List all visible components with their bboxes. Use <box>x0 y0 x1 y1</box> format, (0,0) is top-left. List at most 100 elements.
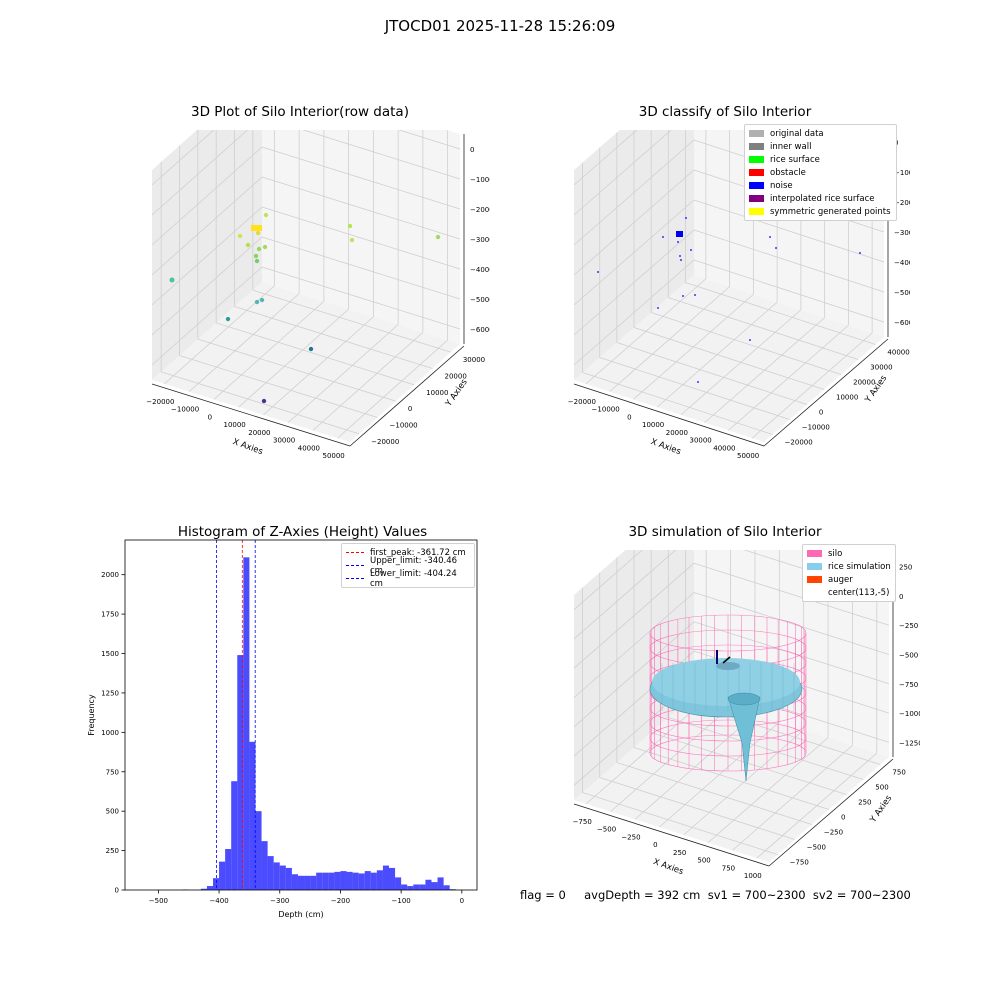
data-point <box>255 230 261 236</box>
noise-point <box>859 252 861 254</box>
legend-label: auger <box>828 574 853 585</box>
gridline-z <box>693 562 890 626</box>
noise-point <box>775 247 777 249</box>
gridline-z <box>261 236 461 300</box>
y-axis-line <box>349 345 465 447</box>
panel4-title: 3D simulation of Silo Interior <box>628 524 822 540</box>
noise-point <box>685 217 687 219</box>
gridline-z <box>573 130 672 216</box>
histogram-bar <box>206 886 213 890</box>
y-tick-label: −750 <box>790 859 809 867</box>
z-tick-label: −50000 <box>470 296 490 304</box>
gridline-z <box>573 229 695 336</box>
noise-cluster <box>676 231 683 237</box>
gridline-y <box>582 372 773 435</box>
data-point <box>262 244 268 250</box>
data-point <box>253 253 259 259</box>
legend-entry: inner wall <box>749 140 892 153</box>
y-tick-label: 40000 <box>887 349 909 357</box>
gridline-z <box>302 130 461 180</box>
x-axis-label: X Axies <box>652 857 685 877</box>
floor-pane <box>152 282 460 442</box>
legend-label: inner wall <box>770 141 812 152</box>
gridline-z <box>151 130 215 186</box>
x-tick-label: 10000 <box>642 421 664 429</box>
legend-label: rice simulation <box>828 561 891 572</box>
noise-point <box>680 259 682 261</box>
histogram-bar <box>316 872 323 890</box>
gridline-z <box>693 229 885 293</box>
histogram-bar <box>425 879 432 890</box>
z-tick-label: −750 <box>899 681 918 689</box>
panel3-legend: first_peak: -361.72 cm Upper_limit: -340.… <box>341 543 475 589</box>
legend-label: Lower_limit: -404.24 cm <box>370 568 457 589</box>
gridline-y <box>651 312 842 375</box>
rice-funnel-rim <box>727 692 761 706</box>
histogram-bar <box>322 872 329 890</box>
noise-point <box>749 339 751 341</box>
gridline-z <box>573 550 643 610</box>
panel3-histogram: −500 −400 −300 −200 −100 0 0 250 500 750 1000 1250 1… <box>87 539 478 919</box>
gridline-z <box>151 206 263 306</box>
y-axis-label: Y Axies <box>868 793 895 825</box>
gridline-y <box>197 338 396 402</box>
gridline-z <box>151 176 263 276</box>
x-tick-label: 0 <box>627 413 631 421</box>
y-tick-label: −20000 <box>371 438 399 446</box>
y-tick-label: 2000 <box>101 571 119 579</box>
gridline-z <box>261 266 461 330</box>
gridline-y <box>234 306 433 369</box>
x-tick-label: 50000 <box>322 452 344 460</box>
x-tick-label: −400 <box>209 897 228 905</box>
panel3-title: Histogram of Z-Axies (Height) Values <box>177 524 428 540</box>
x-axis-label: X Axies <box>649 437 682 457</box>
x-tick-label: −10000 <box>171 406 199 414</box>
z-tick-label: −10000 <box>894 169 910 177</box>
histogram-bar <box>352 872 359 890</box>
histogram-bar <box>261 841 268 890</box>
y-axis-label: Frequency <box>87 694 96 736</box>
legend-entry: symmetric generated points <box>749 205 892 218</box>
legend-label: silo <box>828 548 843 559</box>
gridline-z <box>397 130 461 150</box>
z-tick-label: −50000 <box>894 289 910 297</box>
y-tick-label: 250 <box>106 847 119 855</box>
auger-mark <box>722 656 731 664</box>
gridline-z <box>151 236 263 336</box>
x-tick-label: 30000 <box>273 437 295 445</box>
gridline-y <box>651 732 847 795</box>
gridline-z <box>151 266 263 366</box>
z-tick-label: −40000 <box>894 259 910 267</box>
noise-point <box>657 307 659 309</box>
gridline-z <box>573 562 695 669</box>
rice-peak <box>716 662 740 670</box>
data-point <box>169 277 175 283</box>
histogram-bar <box>437 877 444 890</box>
gridline-z <box>573 130 638 186</box>
z-tick-label: −30000 <box>894 229 910 237</box>
legend-entry: center(113,-5) <box>807 586 891 599</box>
gridline-y <box>252 289 451 353</box>
gridline-z <box>261 206 461 270</box>
x-tick-label: 250 <box>673 849 686 857</box>
data-point <box>245 242 251 248</box>
gridline-z <box>693 199 885 263</box>
histogram-bar <box>243 557 250 890</box>
y-tick-label: 500 <box>106 808 119 816</box>
x-tick-label: 750 <box>722 864 735 872</box>
data-point <box>349 237 355 243</box>
histogram-bar <box>249 741 256 890</box>
data-point <box>261 398 267 404</box>
histogram-bar <box>237 655 244 890</box>
legend-label: obstacle <box>770 167 806 178</box>
histogram-bar <box>267 856 274 890</box>
gridline-y <box>216 322 415 386</box>
legend-label: center(113,-5) <box>828 587 890 598</box>
histogram-bar <box>431 882 438 890</box>
z-tick-label: 0 <box>470 146 474 154</box>
rice-surface-top <box>652 658 800 706</box>
y-tick-label: −500 <box>807 844 826 852</box>
z-tick-label: −250 <box>899 622 918 630</box>
gridline-y <box>633 747 830 810</box>
legend-line <box>346 552 364 553</box>
